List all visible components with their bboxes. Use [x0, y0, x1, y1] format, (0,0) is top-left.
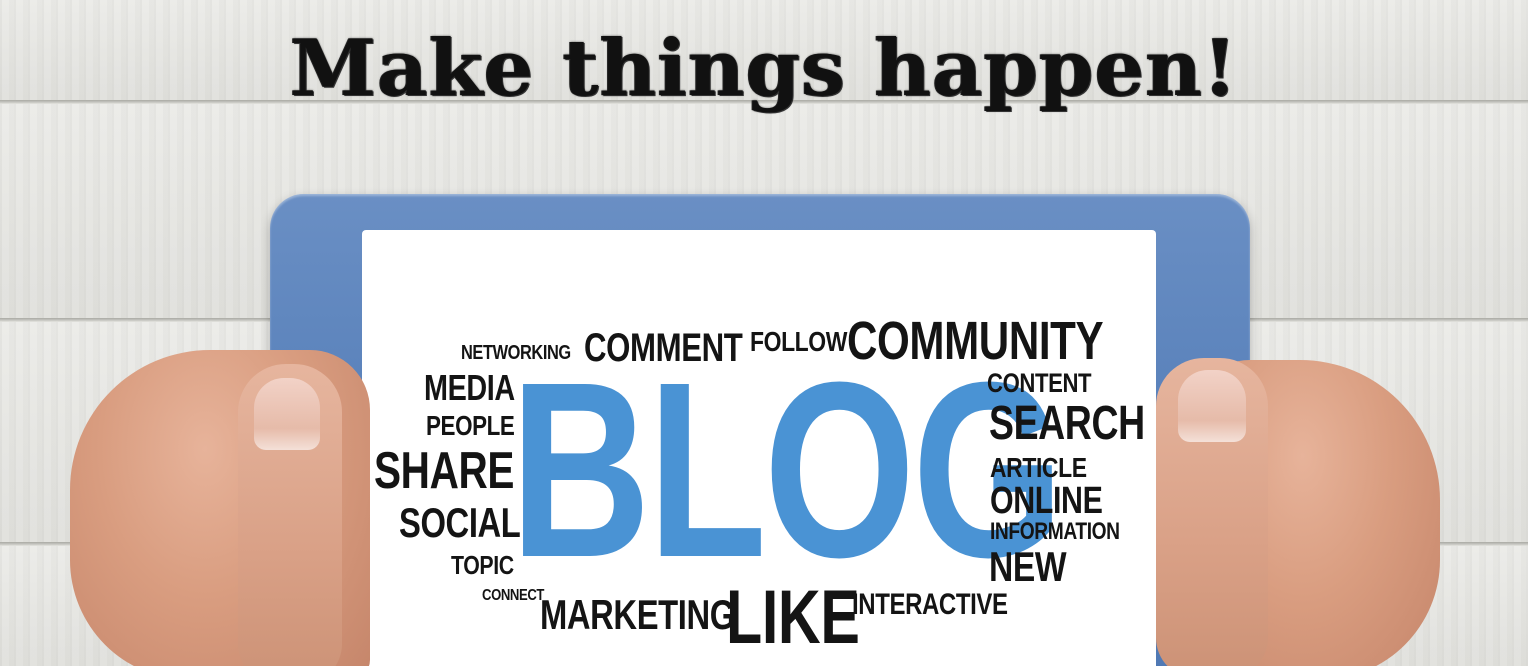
- wood-plank: [0, 0, 1528, 100]
- word-like: LIKE: [726, 575, 860, 660]
- word-marketing: MARKETING: [540, 591, 735, 638]
- word-interactive: INTERACTIVE: [852, 588, 1008, 621]
- word-social: SOCIAL: [399, 499, 521, 546]
- plank-seam: [0, 100, 1528, 104]
- word-information: INFORMATION: [990, 518, 1120, 545]
- word-article: ARTICLE: [990, 452, 1087, 483]
- center-word: BLOG: [510, 330, 1064, 609]
- word-share: SHARE: [374, 442, 515, 500]
- right-thumb: [1156, 358, 1268, 666]
- word-search: SEARCH: [989, 397, 1145, 450]
- word-content: CONTENT: [987, 368, 1092, 398]
- word-people: PEOPLE: [426, 410, 515, 441]
- word-media: MEDIA: [424, 367, 515, 408]
- word-online: ONLINE: [990, 480, 1103, 522]
- right-thumbnail: [1178, 370, 1246, 442]
- left-thumbnail: [254, 378, 320, 450]
- word-topic: TOPIC: [451, 550, 514, 580]
- word-connect: CONNECT: [482, 587, 544, 604]
- headline: Make things happen!: [289, 23, 1239, 114]
- left-thumb: [238, 364, 342, 666]
- tablet: BLOG NETWORKING COMMENT FOLLOW COMMUNITY…: [270, 194, 1250, 666]
- word-networking: NETWORKING: [461, 342, 571, 364]
- word-follow: FOLLOW: [750, 326, 848, 357]
- word-comment: COMMENT: [584, 326, 743, 370]
- tablet-screen: BLOG NETWORKING COMMENT FOLLOW COMMUNITY…: [362, 230, 1156, 666]
- word-new: NEW: [989, 543, 1067, 590]
- word-community: COMMUNITY: [847, 311, 1104, 371]
